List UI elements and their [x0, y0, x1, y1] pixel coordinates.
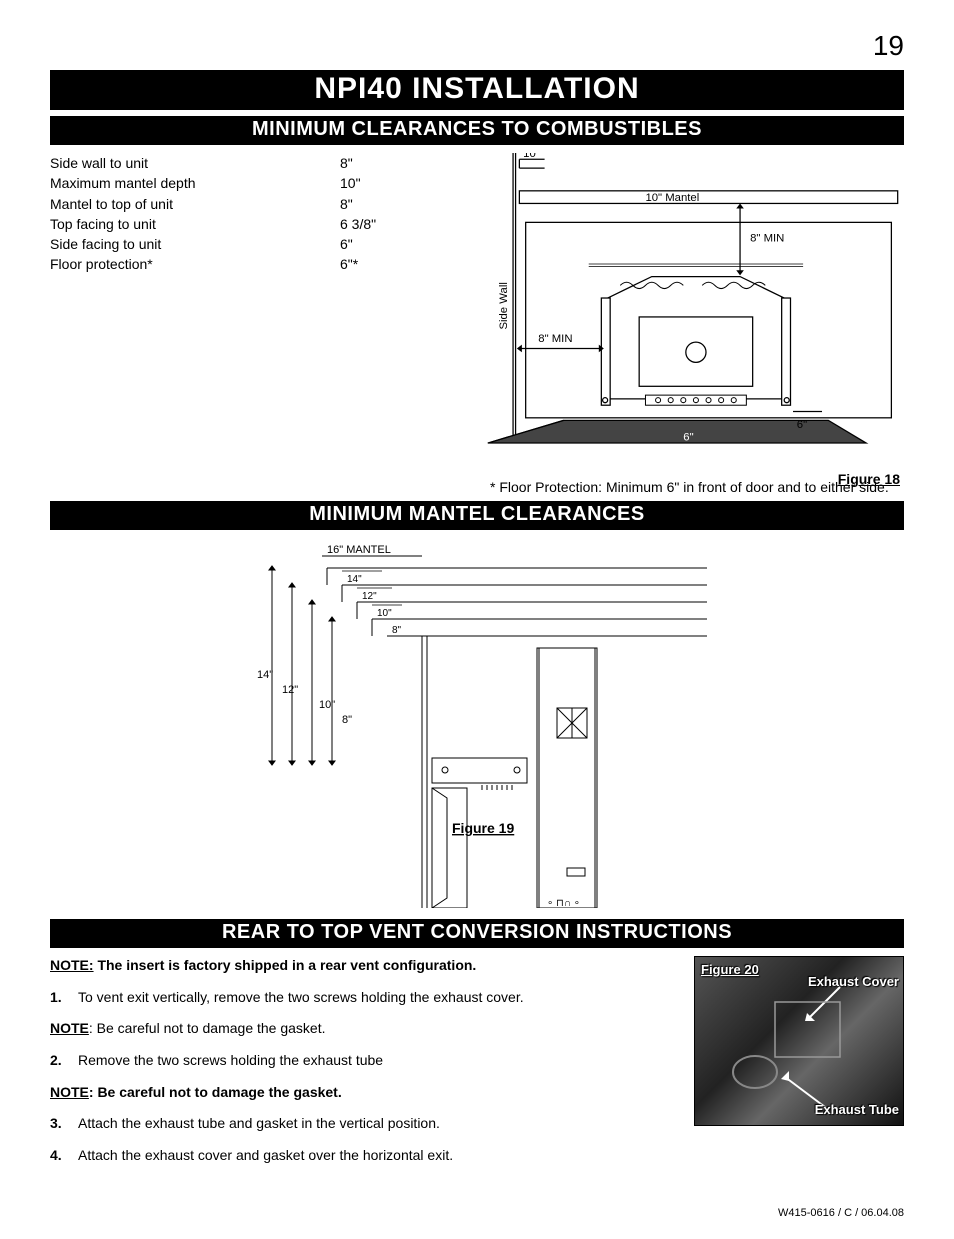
section-heading-clearances: MINIMUM CLEARANCES TO COMBUSTIBLES — [50, 116, 904, 145]
section-heading-vent: REAR TO TOP VENT CONVERSION INSTRUCTIONS — [50, 919, 904, 948]
step-text: To vent exit vertically, remove the two … — [78, 989, 524, 1005]
figure-18-container: Side Wall 10" 10" Mantel 8" MIN — [450, 153, 904, 495]
vent-instructions: NOTE: The insert is factory shipped in a… — [50, 956, 674, 1177]
note-label: NOTE — [50, 1020, 89, 1036]
figure-19-container: 16" MANTEL 14" 12" 10" 8" — [227, 538, 727, 913]
svg-text:∘ ⊓∩ ∘: ∘ ⊓∩ ∘ — [547, 898, 580, 908]
clearance-value: 6 3/8" — [340, 214, 376, 234]
step-text: Remove the two screws holding the exhaus… — [78, 1052, 383, 1068]
step-text: Attach the exhaust tube and gasket in th… — [78, 1115, 440, 1131]
figure-20-container: Figure 20 Exhaust Cover Exhaust Tube — [694, 956, 904, 1177]
diagram-top-clear: 8" MIN — [750, 232, 784, 244]
section-heading-mantel: MINIMUM MANTEL CLEARANCES — [50, 501, 904, 530]
clearance-value: 6"* — [340, 254, 358, 274]
clearance-value: 8" — [340, 153, 353, 173]
clearance-label: Top facing to unit — [50, 214, 340, 234]
figure-18-diagram: Side Wall 10" 10" Mantel 8" MIN — [450, 153, 904, 468]
page-footer: W415-0616 / C / 06.04.08 — [50, 1207, 904, 1219]
table-row: Side wall to unit8" — [50, 153, 430, 173]
clearance-table: Side wall to unit8" Maximum mantel depth… — [50, 153, 430, 495]
table-row: Top facing to unit6 3/8" — [50, 214, 430, 234]
figure-20-photo: Figure 20 Exhaust Cover Exhaust Tube — [694, 956, 904, 1126]
table-row: Mantel to top of unit8" — [50, 194, 430, 214]
note-label: NOTE: — [50, 957, 94, 973]
diagram-depth-12: 12" — [362, 591, 377, 602]
diagram-height-14: 14" — [257, 669, 273, 681]
diagram-floor-side: 6" — [797, 419, 807, 431]
note-intro-text: The insert is factory shipped in a rear … — [94, 957, 477, 973]
clearance-label: Side facing to unit — [50, 234, 340, 254]
list-item: 1.To vent exit vertically, remove the tw… — [50, 988, 674, 1008]
list-item: 2.Remove the two screws holding the exha… — [50, 1051, 674, 1071]
figure-18-label: Figure 18 — [838, 471, 900, 487]
clearance-value: 10" — [340, 173, 361, 193]
main-title-bar: NPI40 INSTALLATION — [50, 70, 904, 110]
diagram-side-wall-label: Side Wall — [498, 282, 510, 329]
clearance-label: Floor protection* — [50, 254, 340, 274]
diagram-depth-10: 10" — [377, 608, 392, 619]
clearance-label: Side wall to unit — [50, 153, 340, 173]
diagram-height-10: 10" — [319, 699, 335, 711]
note-text: : Be careful not to damage the gasket. — [89, 1020, 326, 1036]
diagram-floor-front: 6" — [683, 432, 693, 444]
photo-label-tube: Exhaust Tube — [815, 1101, 899, 1119]
clearance-label: Mantel to top of unit — [50, 194, 340, 214]
diagram-height-12: 12" — [282, 684, 298, 696]
diagram-depth-8: 8" — [392, 625, 402, 636]
diagram-height-8: 8" — [342, 714, 352, 726]
page-number: 19 — [50, 30, 904, 62]
note-text: : Be careful not to damage the gasket. — [89, 1084, 342, 1100]
note-label: NOTE — [50, 1084, 89, 1100]
step-text: Attach the exhaust cover and gasket over… — [78, 1147, 453, 1163]
clearance-value: 6" — [340, 234, 353, 254]
list-item: 3.Attach the exhaust tube and gasket in … — [50, 1114, 674, 1134]
table-row: Floor protection*6"* — [50, 254, 430, 274]
figure-19-label: Figure 19 — [452, 820, 514, 836]
figure-19-diagram: 16" MANTEL 14" 12" 10" 8" — [227, 538, 727, 908]
clearance-value: 8" — [340, 194, 353, 214]
diagram-depth-14: 14" — [347, 574, 362, 585]
table-row: Side facing to unit6" — [50, 234, 430, 254]
diagram-mantel-depth: 10" — [523, 153, 540, 160]
diagram-side-clear: 8" MIN — [538, 333, 572, 345]
list-item: 4.Attach the exhaust cover and gasket ov… — [50, 1146, 674, 1166]
diagram-mantel-top-label: 16" MANTEL — [327, 544, 391, 556]
table-row: Maximum mantel depth10" — [50, 173, 430, 193]
clearance-label: Maximum mantel depth — [50, 173, 340, 193]
diagram-mantel-label: 10" Mantel — [645, 192, 699, 204]
